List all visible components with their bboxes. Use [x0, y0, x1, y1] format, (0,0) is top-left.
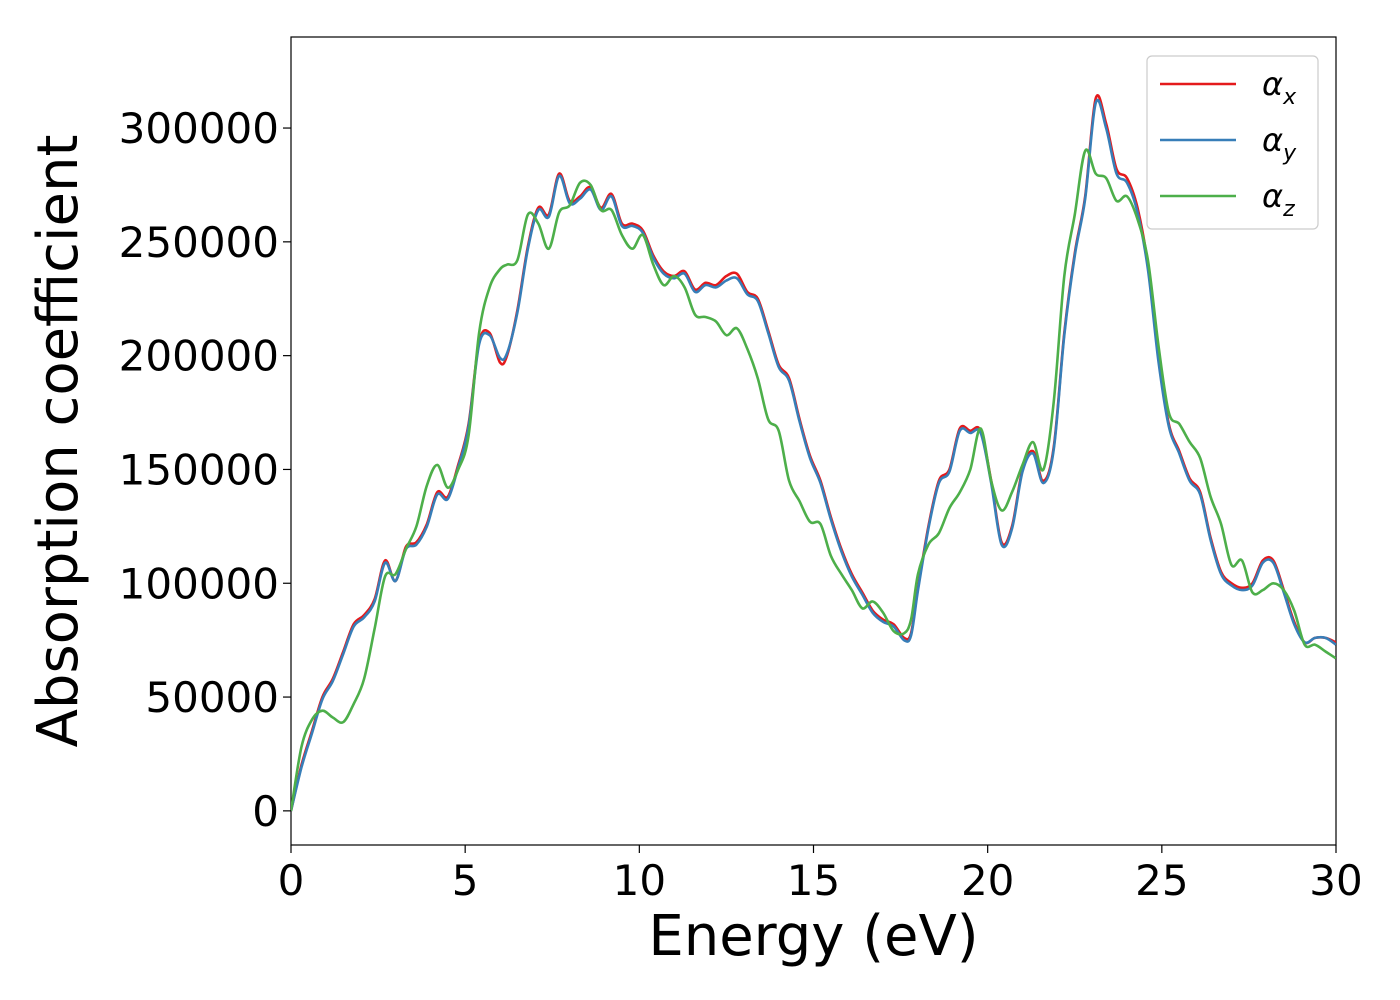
y-axis-ticks: 0 50000 100000 150000 200000 250000 300000	[119, 104, 291, 836]
legend-label-y: αy	[1262, 121, 1297, 166]
legend-label-z: αz	[1262, 177, 1295, 222]
y-tick-label: 150000	[119, 445, 279, 494]
x-axis-label: Energy (eV)	[648, 904, 978, 969]
x-tick-label: 0	[278, 856, 305, 905]
y-tick-label: 100000	[119, 559, 279, 608]
x-tick-label: 20	[961, 856, 1014, 905]
x-tick-label: 15	[787, 856, 840, 905]
y-tick-label: 300000	[119, 104, 279, 153]
x-axis-ticks: 0 5 10 15 20 25 30	[278, 845, 1363, 905]
x-tick-label: 25	[1135, 856, 1188, 905]
series-line-z	[291, 148, 1336, 812]
y-axis-label: Absorption coefficient	[26, 135, 91, 748]
y-tick-label: 0	[252, 787, 279, 836]
x-tick-label: 30	[1309, 856, 1362, 905]
y-tick-label: 250000	[119, 218, 279, 267]
x-tick-label: 5	[452, 856, 479, 905]
legend: αx αy αz	[1146, 55, 1319, 230]
y-tick-label: 50000	[145, 673, 279, 722]
legend-frame	[1146, 55, 1319, 230]
series-lines	[291, 94, 1336, 812]
y-tick-label: 200000	[119, 332, 279, 381]
x-tick-label: 10	[613, 856, 666, 905]
legend-label-x: αx	[1262, 65, 1297, 110]
